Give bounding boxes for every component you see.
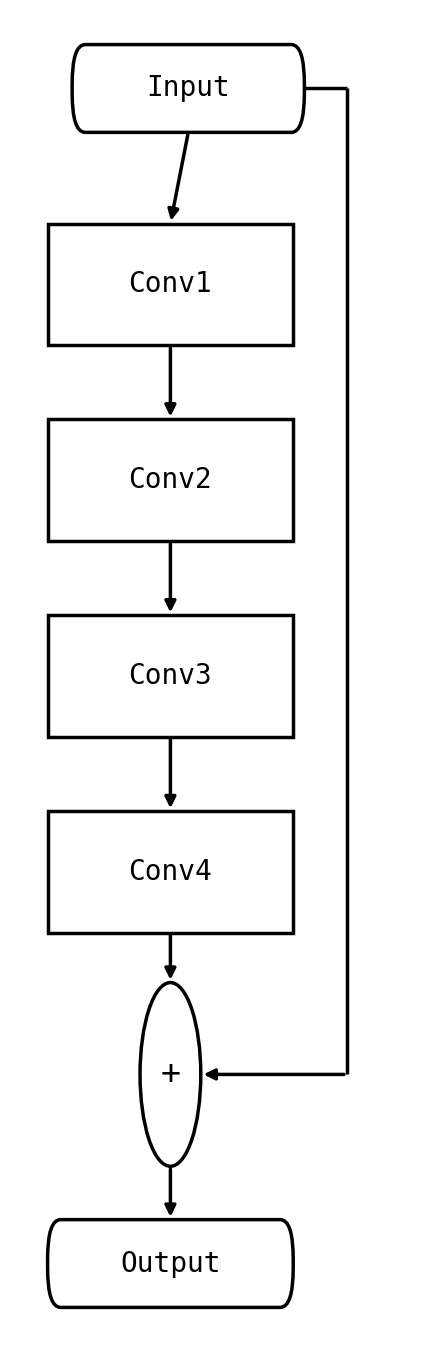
Text: Output: Output bbox=[120, 1249, 221, 1278]
FancyBboxPatch shape bbox=[47, 1220, 293, 1307]
Text: Conv4: Conv4 bbox=[129, 857, 212, 886]
Bar bbox=[47, 811, 293, 933]
Bar bbox=[47, 615, 293, 737]
Circle shape bbox=[140, 983, 201, 1167]
Text: Conv1: Conv1 bbox=[129, 270, 212, 299]
Text: Input: Input bbox=[146, 74, 230, 103]
Bar bbox=[47, 223, 293, 345]
FancyBboxPatch shape bbox=[72, 45, 304, 132]
Text: Conv2: Conv2 bbox=[129, 466, 212, 495]
Bar bbox=[47, 419, 293, 541]
Text: +: + bbox=[160, 1057, 181, 1091]
Text: Conv3: Conv3 bbox=[129, 662, 212, 690]
